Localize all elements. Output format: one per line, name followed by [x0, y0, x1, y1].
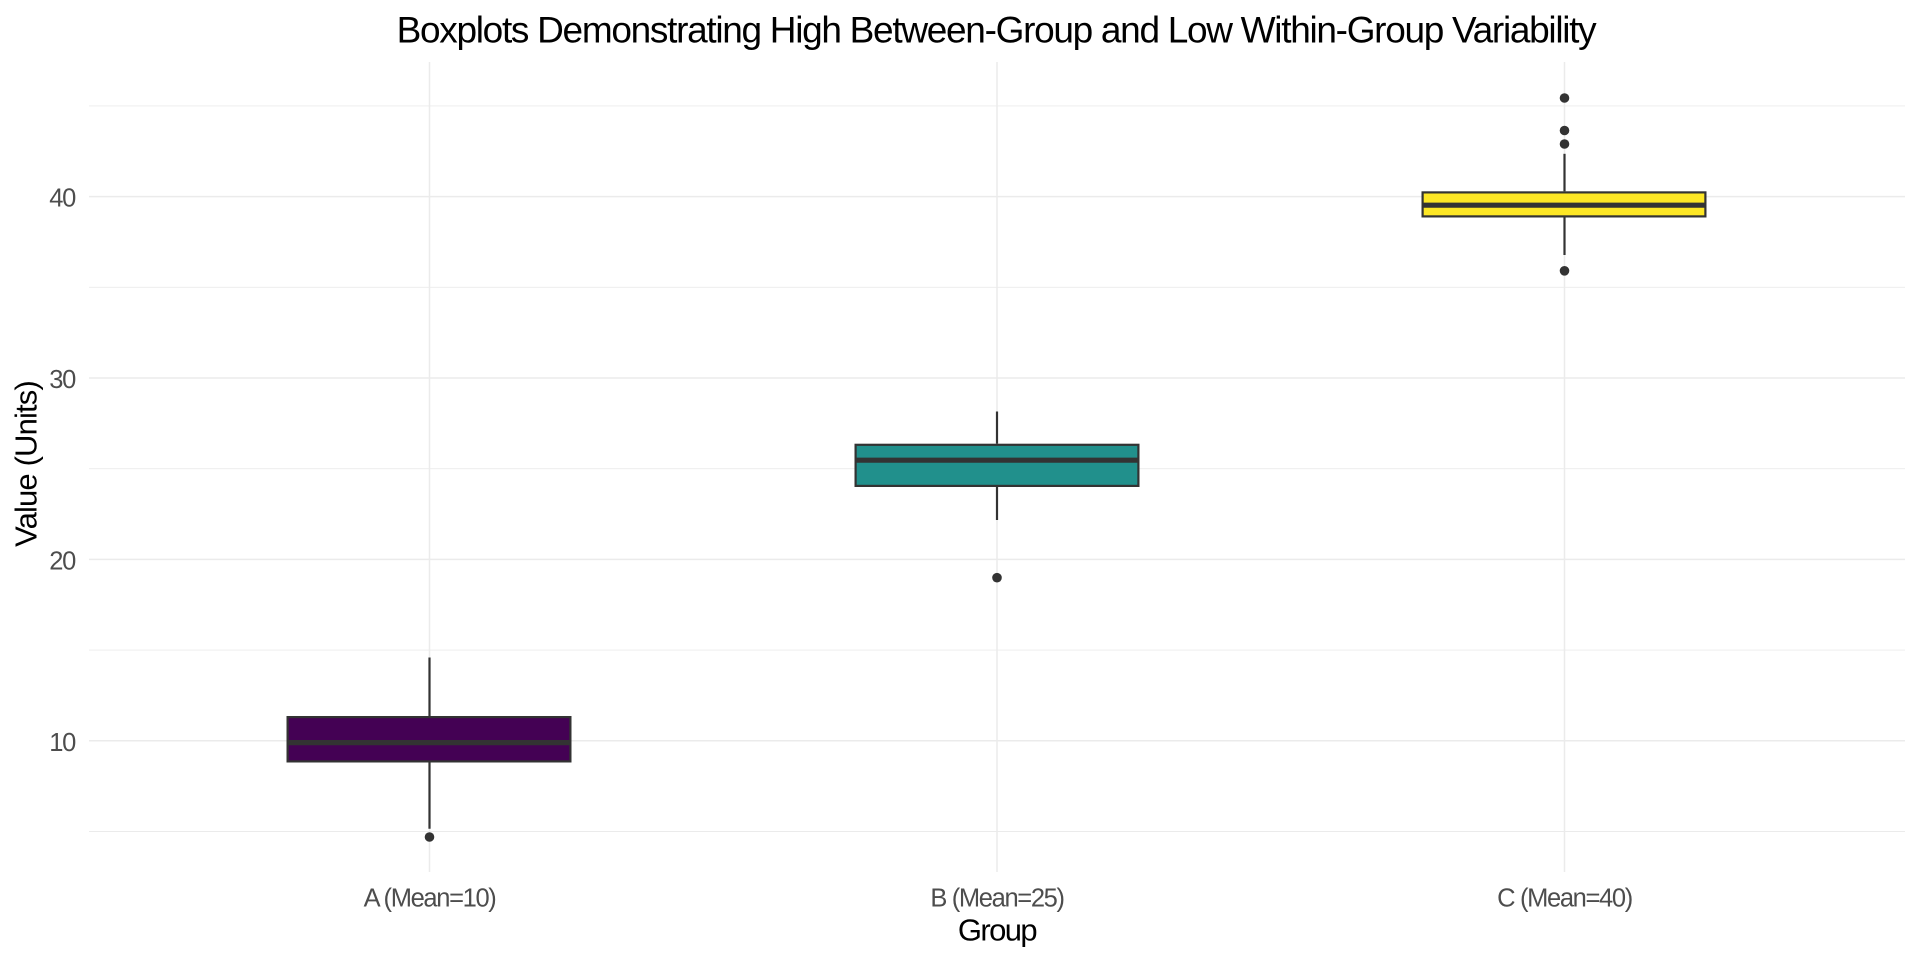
svg-text:A (Mean=10): A (Mean=10): [364, 884, 496, 912]
svg-text:30: 30: [49, 366, 76, 394]
svg-text:20: 20: [49, 547, 76, 575]
svg-text:40: 40: [49, 185, 76, 213]
svg-text:10: 10: [49, 729, 76, 757]
svg-text:Value (Units): Value (Units): [8, 381, 43, 547]
svg-text:C (Mean=40): C (Mean=40): [1497, 884, 1632, 912]
svg-text:Boxplots Demonstrating High Be: Boxplots Demonstrating High Between-Grou…: [397, 10, 1598, 51]
svg-text:B (Mean=25): B (Mean=25): [930, 884, 1063, 912]
svg-text:Group: Group: [958, 913, 1037, 948]
